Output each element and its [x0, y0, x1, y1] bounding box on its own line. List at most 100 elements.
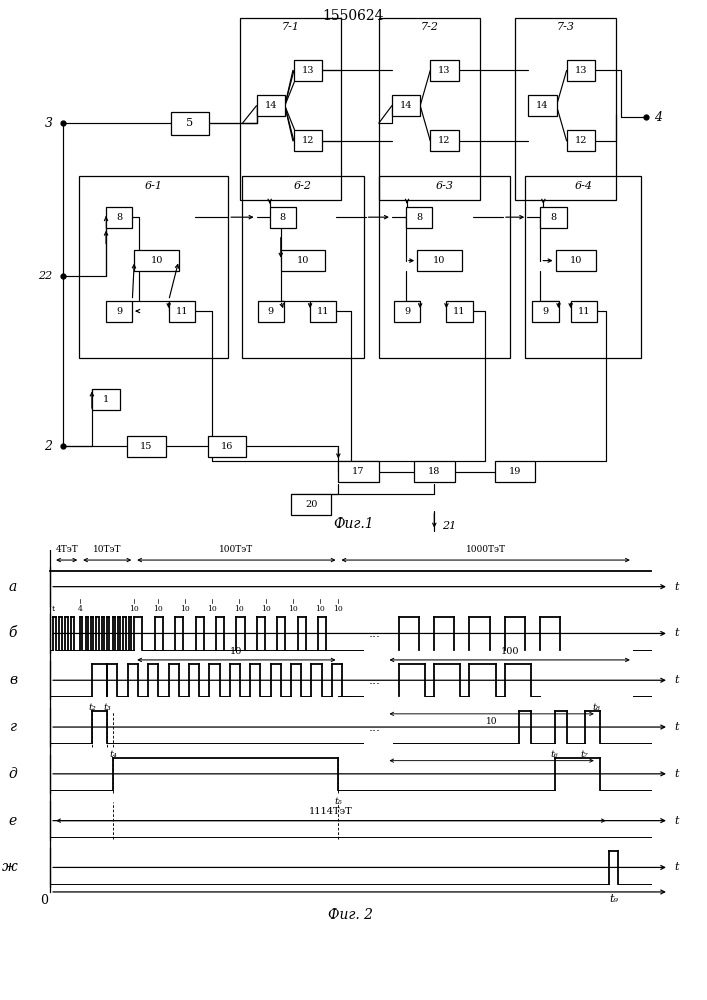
- Text: 6-2: 6-2: [294, 181, 312, 191]
- Bar: [281, 250, 325, 271]
- Text: t₆: t₆: [551, 750, 559, 759]
- Text: 1550624: 1550624: [323, 9, 384, 23]
- Text: Фиг.1: Фиг.1: [333, 517, 374, 531]
- Text: 10: 10: [207, 605, 217, 613]
- Text: в: в: [9, 673, 17, 687]
- Text: 9: 9: [268, 307, 274, 316]
- Text: t₃: t₃: [103, 703, 111, 712]
- Text: 11: 11: [317, 307, 329, 316]
- Text: 11: 11: [453, 307, 466, 316]
- Text: t: t: [52, 605, 54, 613]
- Text: 3: 3: [45, 117, 52, 130]
- Bar: [566, 130, 595, 151]
- Bar: [208, 436, 247, 457]
- Text: 4TэT: 4TэT: [55, 545, 78, 554]
- Text: 21: 21: [443, 521, 457, 531]
- Bar: [431, 60, 459, 81]
- Bar: [556, 250, 596, 271]
- Text: 6-3: 6-3: [436, 181, 453, 191]
- Text: 10: 10: [262, 605, 271, 613]
- Bar: [257, 95, 285, 116]
- Bar: [379, 18, 480, 200]
- Text: t: t: [675, 862, 679, 872]
- Text: 100TэT: 100TэT: [219, 545, 254, 554]
- Text: t₂: t₂: [88, 703, 96, 712]
- Text: 6-4: 6-4: [574, 181, 592, 191]
- Text: 13: 13: [575, 66, 587, 75]
- Text: б: б: [8, 626, 17, 640]
- Text: 15: 15: [140, 442, 153, 451]
- Text: 7-3: 7-3: [556, 22, 575, 32]
- Text: 10: 10: [433, 256, 445, 265]
- Text: 10: 10: [315, 605, 325, 613]
- Text: 20: 20: [305, 500, 317, 509]
- Text: 12: 12: [302, 136, 315, 145]
- Text: 2: 2: [45, 440, 52, 453]
- Text: t: t: [675, 816, 679, 826]
- Text: 100: 100: [501, 647, 519, 656]
- Bar: [540, 207, 566, 228]
- Bar: [169, 301, 195, 322]
- Text: 22: 22: [38, 271, 52, 281]
- Text: 12: 12: [575, 136, 587, 145]
- Bar: [532, 301, 559, 322]
- Text: ж: ж: [1, 860, 17, 874]
- Text: 10TэT: 10TэT: [93, 545, 122, 554]
- Bar: [294, 60, 322, 81]
- Text: 12: 12: [438, 136, 450, 145]
- Text: г: г: [10, 720, 17, 734]
- Bar: [106, 207, 132, 228]
- Text: t: t: [675, 769, 679, 779]
- Text: 16: 16: [221, 442, 233, 451]
- Text: t₄: t₄: [110, 750, 117, 759]
- Text: 14: 14: [399, 101, 412, 110]
- Text: 10: 10: [153, 605, 163, 613]
- Text: 8: 8: [280, 213, 286, 222]
- Bar: [417, 250, 462, 271]
- Text: 8: 8: [116, 213, 122, 222]
- Bar: [170, 112, 209, 135]
- Text: 0: 0: [40, 894, 48, 907]
- Bar: [92, 389, 120, 410]
- Bar: [495, 461, 535, 482]
- Bar: [106, 301, 132, 322]
- Text: 11: 11: [578, 307, 590, 316]
- Text: 9: 9: [542, 307, 549, 316]
- Text: 6-1: 6-1: [144, 181, 163, 191]
- Text: 9: 9: [116, 307, 122, 316]
- Text: 10: 10: [288, 605, 298, 613]
- Text: t: t: [675, 628, 679, 638]
- Text: 9: 9: [404, 307, 410, 316]
- Text: 4: 4: [78, 605, 83, 613]
- Text: 8: 8: [416, 213, 422, 222]
- Text: 13: 13: [438, 66, 450, 75]
- Bar: [257, 301, 284, 322]
- Text: 10: 10: [486, 717, 498, 726]
- Bar: [269, 207, 296, 228]
- Text: 10: 10: [570, 256, 582, 265]
- Bar: [406, 207, 432, 228]
- Bar: [134, 250, 179, 271]
- Bar: [310, 301, 337, 322]
- Bar: [78, 176, 228, 358]
- Bar: [525, 176, 641, 358]
- Bar: [571, 301, 597, 322]
- Bar: [515, 18, 616, 200]
- Text: 7-1: 7-1: [282, 22, 300, 32]
- Text: 17: 17: [352, 467, 365, 476]
- Text: 4: 4: [655, 111, 662, 124]
- Text: е: е: [9, 814, 17, 828]
- Text: ...: ...: [368, 721, 380, 734]
- Text: 10: 10: [235, 605, 244, 613]
- Text: 11: 11: [175, 307, 188, 316]
- Text: 1: 1: [103, 395, 109, 404]
- Text: 19: 19: [509, 467, 521, 476]
- Text: t₅: t₅: [334, 797, 342, 806]
- Text: ...: ...: [368, 674, 380, 687]
- Text: 10: 10: [129, 605, 139, 613]
- Text: а: а: [9, 580, 17, 594]
- Text: 10: 10: [230, 647, 243, 656]
- Text: 7-2: 7-2: [420, 22, 438, 32]
- Bar: [431, 130, 459, 151]
- Bar: [446, 301, 473, 322]
